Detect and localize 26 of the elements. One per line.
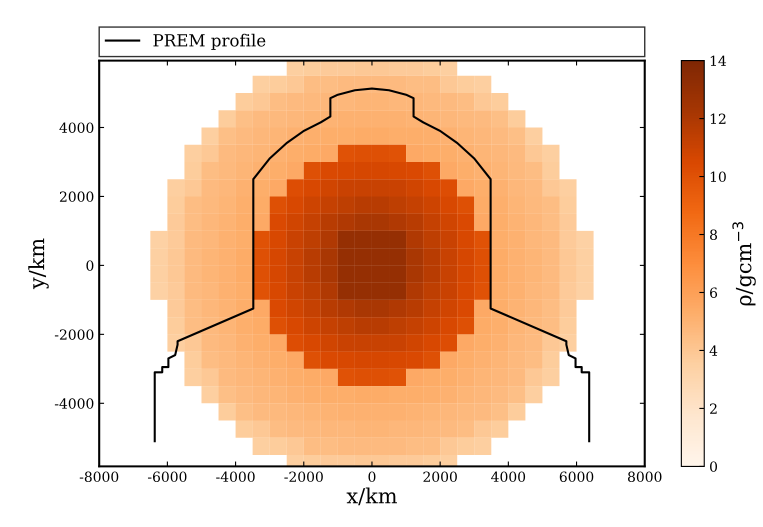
y-axis-title: y/km xyxy=(28,238,49,290)
y-tick-label: -2000 xyxy=(54,329,94,340)
color-bar-label: 2 xyxy=(710,403,717,414)
x-tick-label: 4000 xyxy=(491,472,526,482)
x-tick-label: 0 xyxy=(368,472,376,482)
color-bar-title: ρ/gcm$^{−3}$ xyxy=(732,222,756,306)
x-tick-label: -8000 xyxy=(80,472,118,482)
y-tick-label: 2000 xyxy=(60,191,94,202)
x-tick-label: -2000 xyxy=(284,472,323,482)
color-bar-label: 14 xyxy=(710,56,726,66)
y-tick-label: -4000 xyxy=(54,398,94,409)
x-tick-label: 8000 xyxy=(628,472,662,482)
color-bar-label: 8 xyxy=(710,229,718,240)
y-tick-label: 4000 xyxy=(59,122,94,133)
x-tick-label: -4000 xyxy=(216,472,255,482)
x-axis-title: x/km xyxy=(346,487,397,506)
y-tick-label: 0 xyxy=(86,260,94,271)
color-bar-label: 6 xyxy=(710,287,718,298)
x-tick-label: 2000 xyxy=(423,472,457,482)
x-tick-label: 6000 xyxy=(560,472,594,482)
color-bar-label: 12 xyxy=(710,114,726,124)
color-bar-label: 10 xyxy=(710,172,726,182)
color-bar-label: 0 xyxy=(710,461,718,472)
legend-label: PREM profile xyxy=(153,34,266,50)
color-bar-label: 4 xyxy=(710,345,718,356)
x-tick-label: -6000 xyxy=(148,472,186,482)
